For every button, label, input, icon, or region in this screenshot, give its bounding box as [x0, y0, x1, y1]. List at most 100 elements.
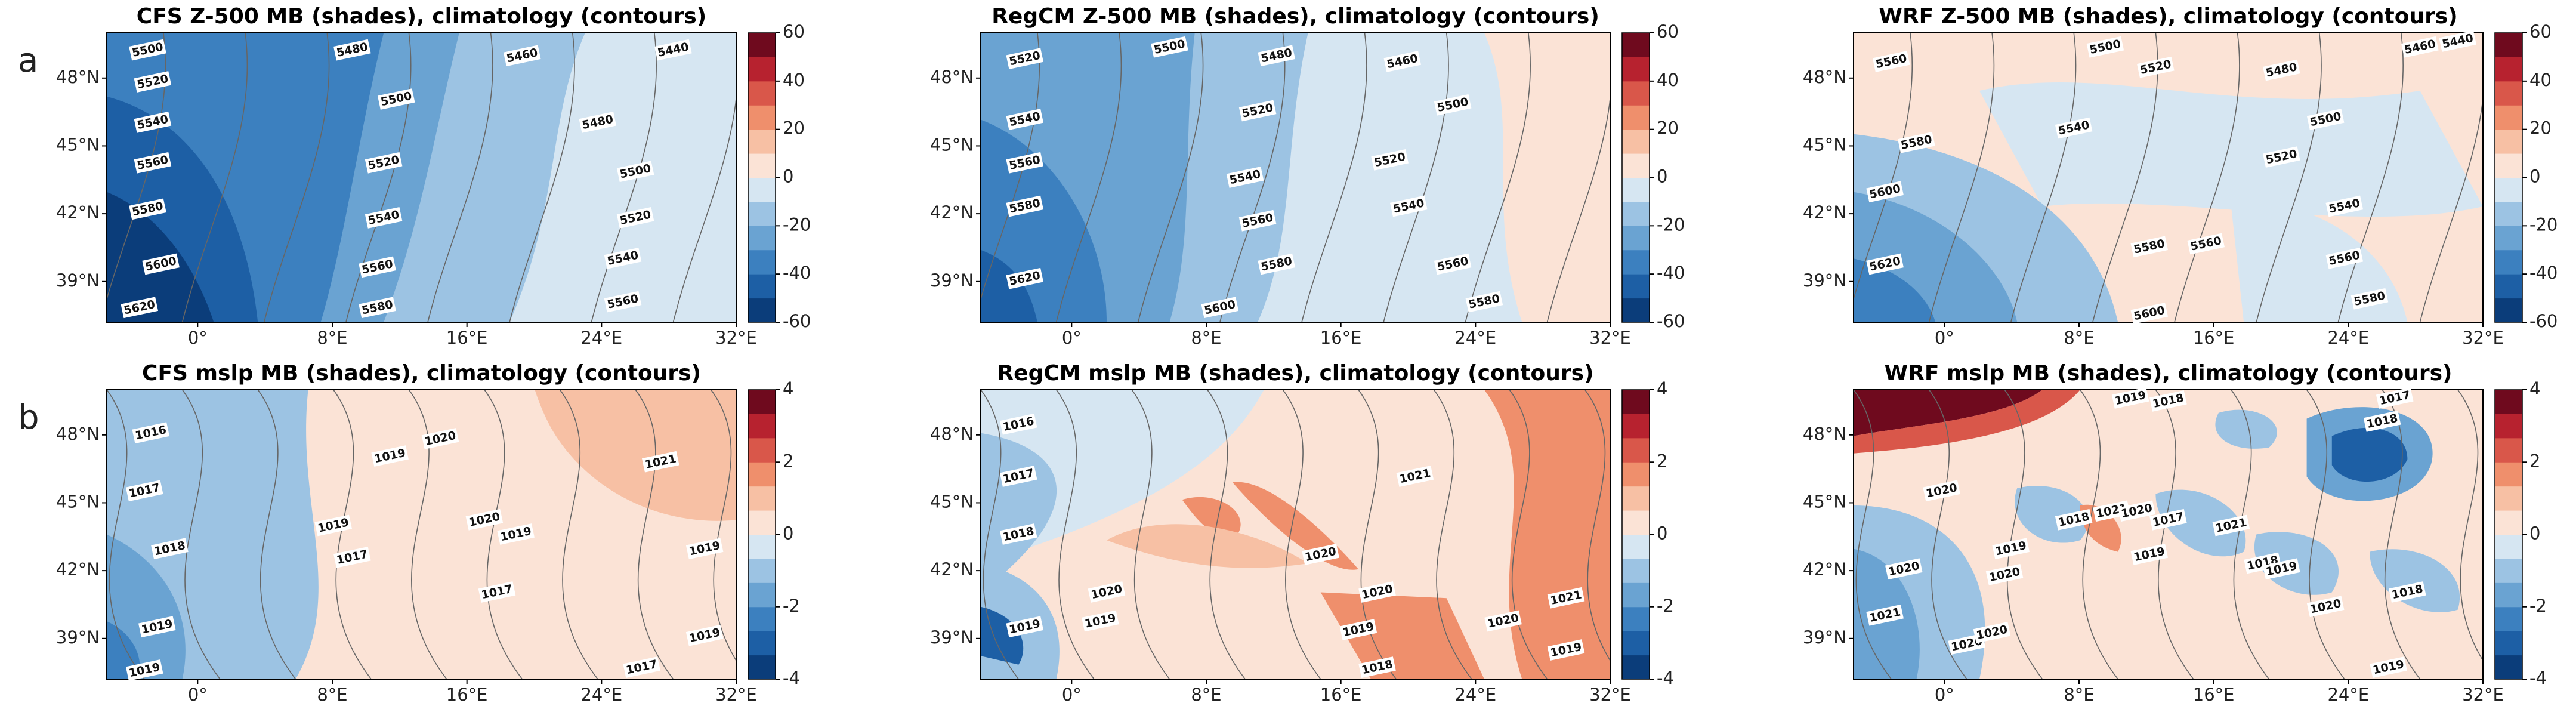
- map-field: [981, 390, 1610, 679]
- colorbar-band: [748, 177, 776, 202]
- contour-label-bg: [1898, 131, 1935, 153]
- contour-label-bg: [623, 656, 660, 678]
- colorbar-band: [2495, 177, 2522, 202]
- shade: [1484, 390, 1610, 679]
- contour-label: 5520: [1238, 100, 1277, 122]
- colorbar-tick-label: 4: [1657, 378, 1667, 399]
- colorbar-band: [1622, 558, 1650, 583]
- colorbar-band: [1622, 105, 1650, 130]
- panel-title: WRF Z-500 MB (shades), climatology (cont…: [1879, 4, 2458, 29]
- colorbar-band: [748, 655, 776, 680]
- colorbar-band: [1622, 249, 1650, 275]
- colorbar-band: [2495, 655, 2522, 680]
- y-tick-label: 45°N: [1803, 134, 1846, 155]
- colorbar-tick-label: 0: [1657, 523, 1667, 544]
- contour-label-bg: [365, 152, 403, 174]
- contour-label-bg: [1484, 610, 1522, 632]
- shade: [2215, 409, 2277, 449]
- x-tick-label: 0°: [188, 328, 208, 348]
- colorbar-tick-label: -40: [2529, 263, 2558, 283]
- colorbar-band: [2495, 558, 2522, 583]
- contour-label-bg: [2306, 109, 2345, 130]
- contour-label-bg: [1006, 616, 1044, 638]
- contour-label-bg: [2136, 56, 2175, 78]
- contour-label-bg: [1396, 466, 1434, 487]
- shade: [2370, 549, 2460, 612]
- contour-label-bg: [359, 297, 396, 319]
- colorbar-tick-label: -40: [783, 263, 811, 283]
- map-frame: [106, 32, 737, 323]
- colorbar-band: [1622, 437, 1650, 463]
- x-tick-label: 16°E: [1320, 328, 1362, 348]
- colorbar-band: [2495, 153, 2522, 178]
- colorbar-tick-label: -60: [2529, 311, 2558, 331]
- contour-label-bg: [138, 616, 176, 638]
- contour-label-bg: [2363, 411, 2401, 432]
- colorbar-band: [2495, 249, 2522, 275]
- y-tick-label: 48°N: [930, 67, 974, 87]
- colorbar-band: [748, 33, 776, 57]
- contour-label-bg: [125, 480, 163, 502]
- contour-line: [428, 33, 493, 322]
- contour-label-bg: [2111, 387, 2149, 409]
- map-frame: [980, 32, 1611, 323]
- contour-label-bg: [314, 514, 352, 537]
- colorbar-tick-label: 2: [783, 451, 793, 471]
- x-tick-label: 0°: [1062, 685, 1082, 705]
- x-tick-label: 0°: [1935, 685, 1954, 705]
- colorbar-band: [1622, 582, 1650, 608]
- colorbar-band: [1622, 486, 1650, 511]
- colorbar-tick-label: 40: [2529, 70, 2552, 90]
- contour-label-bg: [1238, 100, 1277, 122]
- contour-label-bg: [142, 253, 180, 275]
- contour-label-bg: [2130, 303, 2169, 324]
- contour-label-bg: [1258, 253, 1296, 275]
- colorbar-band: [2495, 81, 2522, 106]
- map-frame: [106, 389, 737, 680]
- colorbar-band: [2495, 390, 2522, 414]
- contour-line: [2011, 33, 2076, 322]
- colorbar-tick-label: 60: [2529, 21, 2552, 42]
- x-tick-label: 8°E: [2064, 685, 2094, 705]
- panel-title: CFS mslp MB (shades), climatology (conto…: [142, 361, 701, 386]
- contour-label-bg: [2118, 500, 2155, 522]
- contour-label: 5560: [2187, 233, 2225, 255]
- contour-label: 1019: [1547, 639, 1585, 661]
- contour-label: 5620: [1866, 253, 1904, 275]
- colorbar-band: [748, 534, 776, 559]
- map-field: [1854, 33, 2483, 322]
- x-tick-label: 32°E: [2462, 685, 2504, 705]
- contour-label-bg: [2370, 656, 2407, 678]
- colorbar-band: [2495, 486, 2522, 511]
- x-tick-label: 24°E: [2327, 685, 2369, 705]
- contour-line: [2338, 33, 2403, 322]
- contour-label-bg: [497, 523, 535, 545]
- colorbar-band: [1622, 153, 1650, 178]
- colorbar-band: [748, 105, 776, 130]
- colorbar-tick-label: -4: [2529, 668, 2547, 688]
- colorbar-band: [1622, 510, 1650, 535]
- shade: [1854, 390, 2080, 454]
- contour-label-bg: [125, 659, 163, 681]
- colorbar-band: [2495, 298, 2522, 323]
- colorbar-band: [2495, 129, 2522, 154]
- contour-label-bg: [1389, 195, 1428, 217]
- contour-label-bg: [1201, 297, 1239, 319]
- contour-label-bg: [359, 256, 396, 278]
- colorbar-band: [748, 81, 776, 106]
- contour-label-bg: [616, 161, 654, 183]
- contour-label-bg: [2325, 195, 2364, 217]
- x-tick-label: 24°E: [580, 328, 622, 348]
- contour-label: 1018: [1358, 656, 1396, 678]
- contour-line: [1132, 390, 1169, 679]
- contour-line: [509, 33, 574, 322]
- colorbar-band: [2495, 57, 2522, 82]
- contour-label-bg: [2130, 544, 2169, 565]
- colorbar-band: [748, 201, 776, 226]
- colorbar-tick-label: -20: [1657, 214, 1685, 235]
- contour-label-bg: [999, 523, 1037, 545]
- contour-line: [1465, 33, 1530, 322]
- contour-line: [1434, 390, 1472, 679]
- panel-title: CFS Z-500 MB (shades), climatology (cont…: [137, 4, 706, 29]
